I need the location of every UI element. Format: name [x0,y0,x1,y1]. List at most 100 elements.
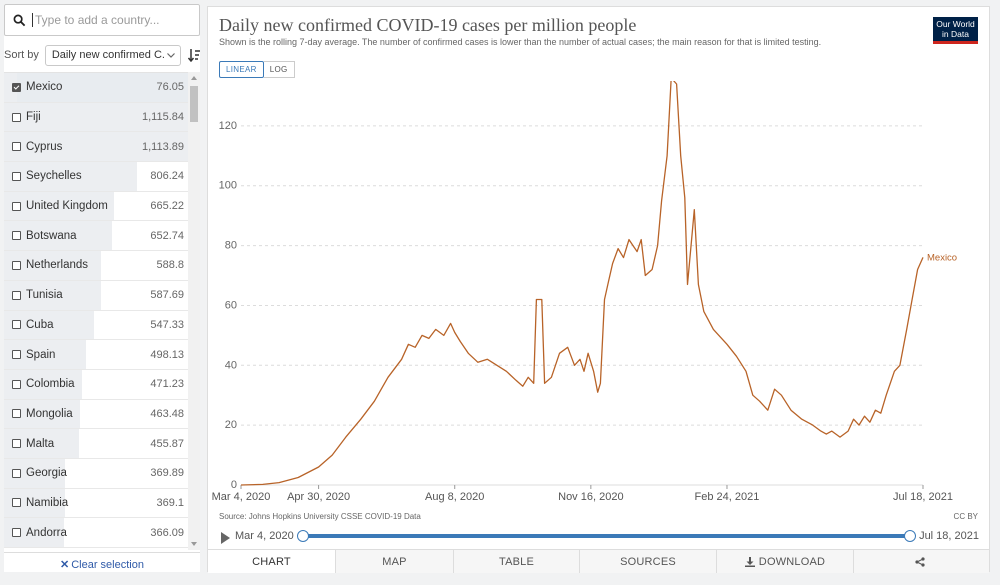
y-tick-label: 100 [219,180,237,192]
country-row[interactable]: Netherlands 588.8 [4,251,188,281]
x-tick-label: Nov 16, 2020 [558,491,623,503]
country-row[interactable]: Mexico 76.05 [4,73,188,103]
clear-selection-label: Clear selection [71,558,144,571]
country-name: Spain [26,348,56,361]
y-tick-label: 20 [225,419,237,431]
country-name: Andorra [26,526,67,539]
chevron-down-icon [166,52,175,58]
sort-select-value: Daily new confirmed C... [51,49,164,61]
y-tick-label: 60 [225,299,237,311]
tab-table[interactable]: TABLE [454,550,580,573]
tab-sources-label: SOURCES [620,555,676,568]
scrollbar-thumb[interactable] [190,86,198,122]
search-icon [13,14,26,26]
timeline: Mar 4, 2020 Jul 18, 2021 [219,527,979,549]
country-name: Cyprus [26,140,63,153]
country-value: 366.09 [150,526,184,539]
country-row[interactable]: Namibia 369.1 [4,488,188,519]
country-value: 587.69 [150,289,184,302]
country-row[interactable]: Botswana 652.74 [4,221,188,252]
country-row[interactable]: Malta 455.87 [4,429,188,459]
tab-chart[interactable]: CHART [208,550,336,573]
scroll-up-arrow-icon[interactable] [191,76,197,80]
tab-share[interactable] [854,550,989,573]
clear-selection-button[interactable]: ✕ Clear selection [4,552,200,576]
country-checkbox[interactable] [12,468,21,478]
country-value-bar [4,162,137,191]
country-checkbox[interactable] [12,290,21,300]
country-checkbox[interactable] [12,260,21,270]
tab-chart-label: CHART [252,555,291,568]
country-row[interactable]: Georgia 369.89 [4,458,188,489]
country-value: 463.48 [150,407,184,420]
tab-download-label: DOWNLOAD [758,555,826,568]
country-row[interactable]: Fiji 1,115.84 [4,102,188,133]
country-name: Botswana [26,229,77,242]
linear-scale-button[interactable]: LINEAR [219,61,264,78]
country-checkbox[interactable] [12,231,21,241]
timeline-start-label: Mar 4, 2020 [235,530,294,542]
sort-label: Sort by [4,49,39,61]
log-scale-button[interactable]: LOG [263,61,295,78]
license-note[interactable]: CC BY [953,512,978,521]
country-checkbox[interactable] [12,112,21,122]
play-icon[interactable] [221,532,230,544]
country-name: Namibia [26,496,69,509]
scroll-down-arrow-icon[interactable] [191,542,197,546]
country-row[interactable]: Andorra 366.09 [4,518,188,548]
country-value: 471.23 [150,378,184,391]
tab-download[interactable]: DOWNLOAD [717,550,854,573]
country-checkbox[interactable] [12,82,21,92]
country-name: Georgia [26,467,67,480]
country-name: Colombia [26,378,75,391]
country-value: 76.05 [156,81,184,94]
country-name: Netherlands [26,259,89,272]
country-list-scrollbar[interactable] [188,72,200,550]
chart-title: Daily new confirmed COVID-19 cases per m… [219,15,637,35]
country-checkbox[interactable] [12,171,21,181]
country-list: Mexico 76.05 Fiji 1,115.84 Cyprus 1,113.89 Sey… [4,72,200,550]
country-checkbox[interactable] [12,409,21,419]
country-row[interactable]: Spain 498.13 [4,340,188,370]
country-name: Mexico [26,81,63,94]
timeline-start-handle[interactable] [297,530,309,542]
line-chart: 0 20 40 60 80 100 120 Mar 4, 2020 Apr 30, 2020 Au… [212,81,957,503]
tab-sources[interactable]: SOURCES [580,550,717,573]
country-checkbox[interactable] [12,498,21,508]
country-checkbox[interactable] [12,528,21,538]
country-value: 455.87 [150,437,184,450]
logo-line-1: Our World [936,19,975,29]
owid-logo[interactable]: Our World in Data [933,17,978,44]
country-value-bar [4,221,112,251]
download-icon [744,556,755,567]
country-row[interactable]: Cyprus 1,113.89 [4,132,188,163]
x-tick-label: Aug 8, 2020 [425,491,484,503]
country-search-input[interactable] [32,13,192,27]
country-checkbox[interactable] [12,379,21,389]
timeline-track[interactable] [303,534,910,538]
country-checkbox[interactable] [12,439,21,449]
country-checkbox[interactable] [12,201,21,211]
country-checkbox[interactable] [12,142,21,152]
country-checkbox[interactable] [12,320,21,330]
timeline-end-handle[interactable] [904,530,916,542]
country-value: 1,113.89 [141,140,184,153]
country-name: United Kingdom [26,200,108,213]
country-row[interactable]: United Kingdom 665.22 [4,191,188,222]
country-row[interactable]: Cuba 547.33 [4,310,188,341]
country-value: 547.33 [150,318,184,331]
country-row[interactable]: Mongolia 463.48 [4,399,188,430]
sort-order-icon[interactable] [187,48,200,62]
country-value: 588.8 [156,259,184,272]
tab-map[interactable]: MAP [336,550,454,573]
series-line-mexico [240,81,924,486]
country-value-bar [4,191,114,221]
country-value: 498.13 [150,348,184,361]
country-sidebar: Sort by Daily new confirmed C... Mexico 7… [4,4,200,572]
country-search-box[interactable] [4,4,200,36]
country-row[interactable]: Seychelles 806.24 [4,162,188,192]
country-row[interactable]: Tunisia 587.69 [4,280,188,311]
country-checkbox[interactable] [12,350,21,360]
sort-select[interactable]: Daily new confirmed C... [44,44,181,66]
country-row[interactable]: Colombia 471.23 [4,369,188,400]
